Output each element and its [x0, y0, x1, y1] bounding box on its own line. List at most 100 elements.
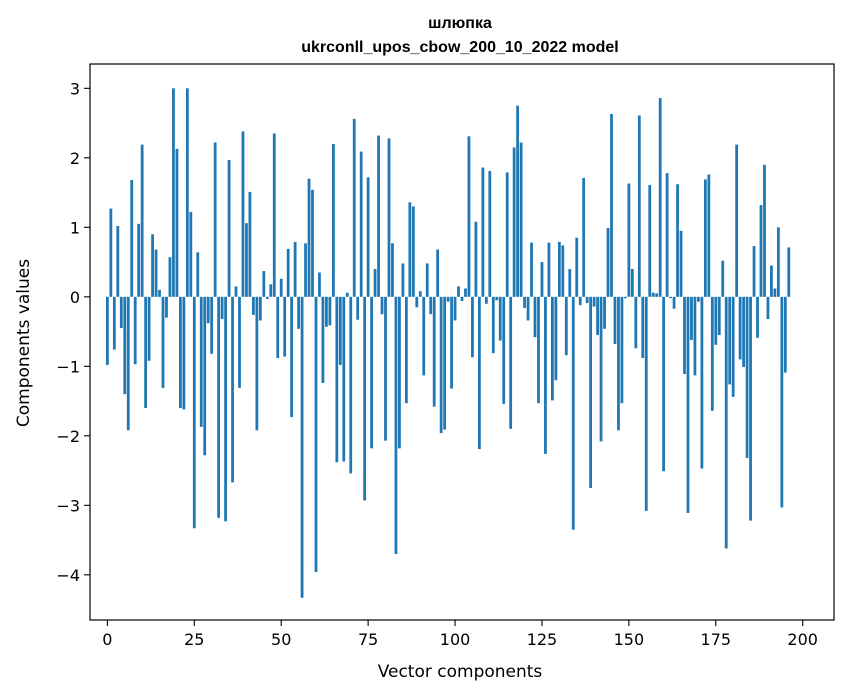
bar — [606, 228, 610, 297]
bar — [457, 286, 460, 297]
bar — [644, 296, 648, 511]
y-tick-label: 2 — [70, 149, 80, 168]
bar — [436, 249, 440, 297]
bar — [394, 296, 398, 554]
bar — [286, 248, 290, 297]
bar — [258, 296, 262, 321]
bar — [328, 296, 332, 326]
bar — [464, 288, 467, 297]
x-tick-label: 125 — [527, 630, 558, 649]
bar — [582, 177, 586, 297]
bar — [571, 296, 575, 530]
bar — [179, 296, 182, 409]
bar — [272, 133, 276, 297]
bar — [756, 296, 759, 338]
bar — [502, 296, 506, 404]
bar — [787, 247, 791, 297]
y-tick-label: 1 — [70, 218, 80, 237]
bar — [398, 296, 401, 449]
bar — [759, 205, 763, 297]
bar — [630, 269, 634, 297]
bar — [620, 296, 624, 404]
bar — [227, 159, 231, 297]
y-tick-label: 0 — [70, 288, 80, 307]
bar — [683, 296, 686, 374]
bar — [599, 296, 603, 442]
bar — [714, 296, 718, 345]
bar — [185, 88, 189, 297]
bar — [269, 284, 273, 297]
bar — [776, 227, 780, 297]
bar — [133, 296, 137, 365]
bar — [467, 136, 471, 297]
bar — [703, 179, 707, 297]
bar — [592, 296, 596, 307]
bar — [460, 296, 464, 301]
bar — [738, 296, 742, 360]
bar — [147, 296, 151, 361]
bar — [669, 296, 672, 299]
bar — [331, 143, 335, 297]
bar — [624, 296, 627, 299]
bar — [262, 271, 266, 297]
x-tick-label: 175 — [701, 630, 732, 649]
bar — [137, 223, 141, 297]
bar — [415, 296, 419, 308]
bar — [192, 296, 196, 529]
bar — [707, 174, 711, 297]
bar — [432, 296, 436, 407]
bar — [557, 241, 561, 297]
bar — [783, 296, 787, 373]
bar — [314, 296, 318, 573]
bar — [418, 291, 422, 297]
bar — [189, 212, 193, 297]
bar — [533, 296, 537, 338]
bar — [690, 296, 693, 340]
bar — [300, 296, 304, 598]
bar — [717, 296, 721, 336]
bar — [387, 138, 391, 297]
bar — [471, 296, 474, 358]
bar — [495, 296, 499, 301]
bar — [238, 296, 241, 388]
bar — [241, 131, 245, 297]
bar — [359, 151, 363, 297]
bar — [724, 296, 728, 549]
bar — [773, 288, 777, 297]
bar — [439, 296, 443, 434]
bar — [154, 249, 158, 297]
bar — [603, 296, 606, 329]
bar — [509, 296, 513, 429]
bar — [477, 296, 481, 450]
bar — [665, 173, 669, 297]
bar — [161, 296, 165, 388]
bar — [345, 292, 349, 297]
bar — [206, 296, 210, 324]
bar — [252, 296, 255, 315]
chart-subtitle: ukrconll_upos_cbow_200_10_2022 model — [301, 39, 618, 56]
bar — [116, 225, 120, 297]
bar — [349, 296, 353, 474]
bar — [627, 183, 631, 297]
bar — [119, 296, 123, 329]
bar — [373, 269, 377, 297]
bar — [658, 98, 662, 297]
bar — [498, 296, 502, 341]
bar — [651, 292, 655, 297]
bar — [380, 296, 384, 315]
bar — [290, 296, 294, 418]
bar — [662, 296, 666, 472]
bar — [220, 296, 224, 320]
y-tick-label: −3 — [56, 496, 80, 515]
bar — [752, 246, 756, 297]
bar — [523, 296, 526, 308]
bar — [325, 296, 328, 327]
bar — [342, 296, 346, 462]
bar — [679, 230, 683, 297]
bar — [210, 296, 214, 354]
bar — [165, 296, 168, 318]
bar — [578, 296, 582, 306]
bar — [151, 234, 154, 297]
bar — [276, 296, 280, 358]
